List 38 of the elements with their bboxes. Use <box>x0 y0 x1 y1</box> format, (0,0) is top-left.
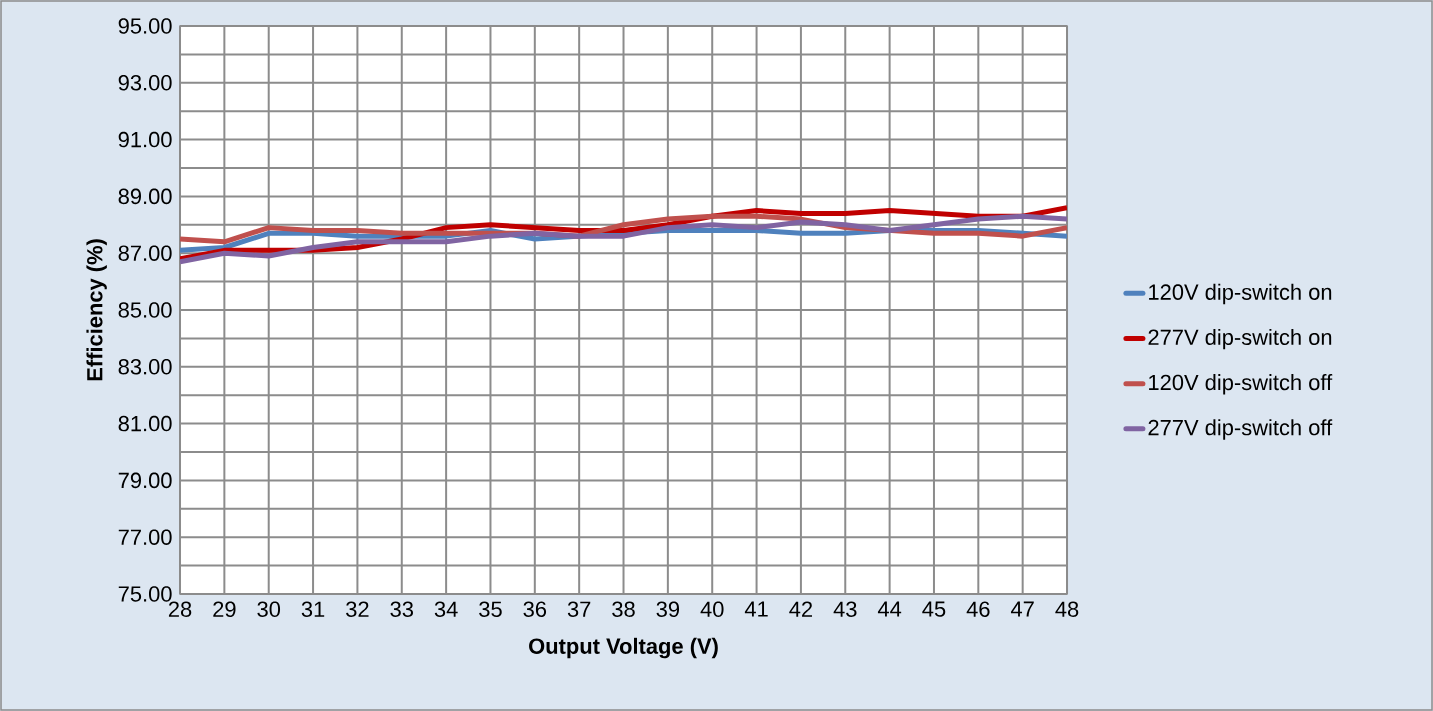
x-tick-label: 34 <box>434 601 458 618</box>
x-tick-label: 47 <box>1010 601 1034 617</box>
x-tick-label: 46 <box>966 601 990 618</box>
y-tick-label: 83.00 <box>118 359 172 375</box>
x-tick-label: 48 <box>1055 601 1079 618</box>
x-tick-label: 40 <box>700 601 724 618</box>
x-tick-label: 28 <box>168 601 192 618</box>
y-tick-label: 93.00 <box>118 75 172 91</box>
y-tick-label: 79.00 <box>118 472 172 489</box>
x-tick-label: 44 <box>877 601 902 617</box>
y-tick-label: 95.00 <box>118 18 172 34</box>
x-tick-label: 31 <box>301 601 325 618</box>
y-tick-label: 87.00 <box>118 245 172 261</box>
legend-label: 120V dip-switch off <box>1149 374 1333 395</box>
y-tick-label: 85.00 <box>118 302 172 318</box>
x-tick-label: 45 <box>922 601 946 617</box>
x-tick-label: 36 <box>523 601 547 618</box>
y-tick-label: 77.00 <box>118 529 172 545</box>
x-tick-label: 39 <box>656 601 680 618</box>
x-tick-label: 38 <box>612 601 635 618</box>
x-tick-label: 41 <box>744 601 768 617</box>
legend-label: 277V dip-switch on <box>1148 328 1332 350</box>
x-tick-label: 35 <box>479 601 502 618</box>
x-tick-label: 42 <box>789 601 813 617</box>
x-tick-label: 32 <box>346 601 369 618</box>
x-tick-label: 43 <box>833 601 857 618</box>
x-tick-label: 37 <box>567 601 591 618</box>
x-tick-label: 29 <box>213 601 236 618</box>
y-tick-label: 91.00 <box>118 131 172 148</box>
x-tick-label: 33 <box>390 601 413 618</box>
legend-label: 120V dip-switch on <box>1149 283 1332 305</box>
x-axis-title: Output Voltage (V) <box>529 637 718 659</box>
y-tick-label: 81.00 <box>118 415 172 432</box>
x-tick-label: 30 <box>257 601 281 618</box>
y-tick-label: 89.00 <box>118 188 172 205</box>
y-axis-title: Efficiency (%) <box>86 239 107 381</box>
legend-label: 277V dip-switch off <box>1148 419 1333 440</box>
y-tick-label: 75.00 <box>118 586 172 602</box>
